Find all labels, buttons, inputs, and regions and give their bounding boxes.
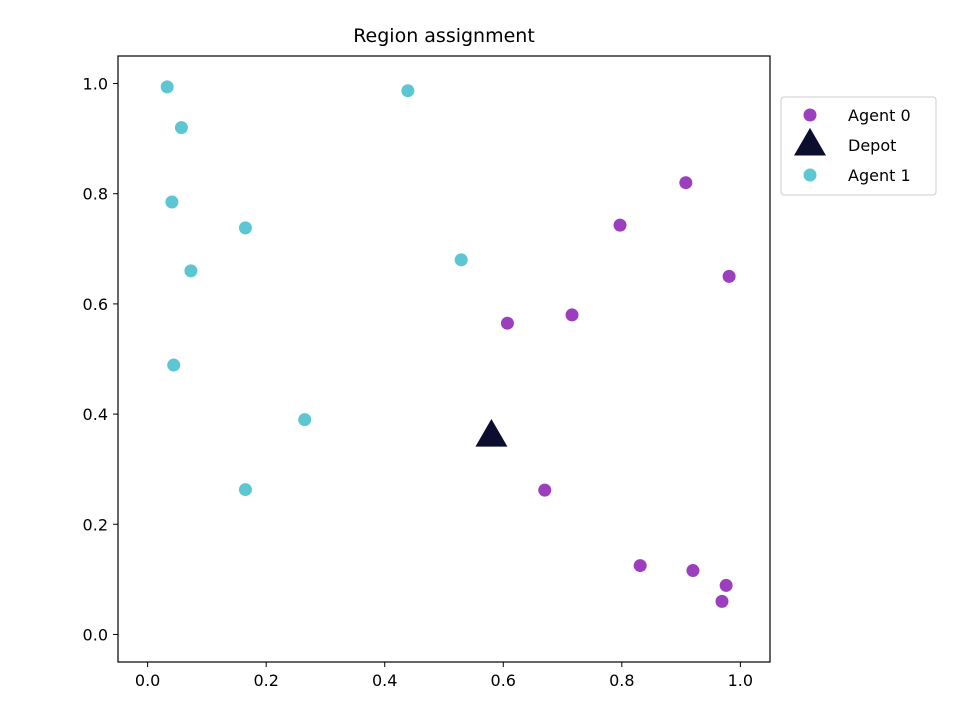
- plot-frame: [117, 55, 771, 663]
- legend: Agent 0 Depot Agent 1: [780, 96, 937, 196]
- legend-label: Agent 0: [848, 106, 911, 125]
- data-point: [719, 578, 733, 592]
- data-point: [722, 269, 736, 283]
- y-tick-label: 0.2: [83, 515, 108, 534]
- data-point: [165, 195, 179, 209]
- data-point: [454, 253, 468, 267]
- data-point: [401, 84, 415, 98]
- x-tick-label: 0.0: [135, 671, 160, 690]
- x-tick-label: 0.2: [253, 671, 278, 690]
- data-point: [679, 176, 693, 190]
- data-point: [298, 413, 312, 427]
- data-point: [686, 564, 700, 578]
- y-tick-label: 0.6: [83, 295, 108, 314]
- legend-marker: [794, 127, 826, 156]
- data-point: [238, 483, 252, 497]
- legend-label: Agent 1: [848, 166, 911, 185]
- x-tick-label: 0.4: [372, 671, 397, 690]
- x-tick-label: 1.0: [728, 671, 753, 690]
- data-point: [167, 358, 181, 372]
- depot-marker: [475, 418, 508, 447]
- data-point: [160, 80, 174, 94]
- plot-points: [160, 80, 736, 608]
- data-point: [500, 316, 514, 330]
- x-tick-label: 0.6: [491, 671, 516, 690]
- data-point: [715, 594, 729, 608]
- data-point: [174, 121, 188, 135]
- axis-ticks: 0.0 0.2 0.4 0.6 0.8 1.0 0.0 0.2 0.4 0.6 0.8 1.0: [83, 75, 754, 690]
- data-point: [565, 308, 579, 322]
- legend-marker: [803, 168, 817, 182]
- data-point: [184, 264, 198, 278]
- data-point: [538, 483, 552, 497]
- y-tick-label: 0.0: [83, 625, 108, 644]
- y-tick-label: 0.8: [83, 185, 108, 204]
- y-tick-label: 1.0: [83, 75, 108, 94]
- legend-box: [780, 96, 937, 196]
- data-point: [238, 221, 252, 235]
- x-tick-label: 0.8: [609, 671, 634, 690]
- legend-label: Depot: [848, 136, 896, 155]
- data-point: [613, 218, 627, 232]
- data-point: [633, 559, 647, 573]
- chart-title: Region assignment: [353, 25, 535, 47]
- y-tick-label: 0.4: [83, 405, 108, 424]
- legend-marker: [803, 108, 817, 122]
